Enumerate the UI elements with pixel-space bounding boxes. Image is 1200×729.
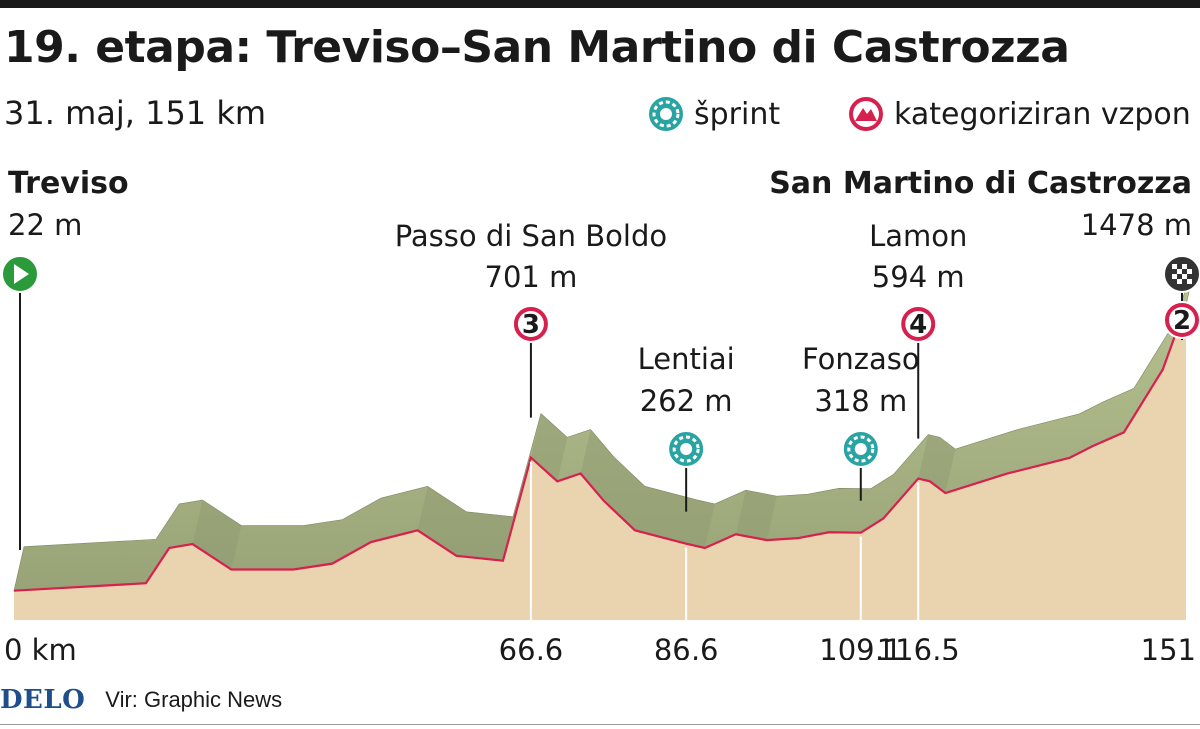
km-label: 116,5 bbox=[877, 633, 960, 660]
svg-text:4: 4 bbox=[909, 310, 927, 340]
profile-band-shade bbox=[686, 499, 715, 548]
climb-name: Lamon bbox=[869, 219, 967, 253]
km-label: 86,6 bbox=[654, 633, 719, 660]
legend-climb-label: kategoriziran vzpon bbox=[894, 96, 1191, 132]
footer: DELO Vir: Graphic News bbox=[0, 682, 282, 718]
profile-band-shade bbox=[192, 500, 242, 570]
km-label-start: 0 km bbox=[4, 633, 77, 660]
sprint-badge bbox=[667, 430, 706, 468]
profile-band-shade bbox=[929, 437, 956, 494]
climb-badge: 4 bbox=[899, 305, 938, 343]
finish-name: San Martino di Castrozza bbox=[769, 166, 1192, 201]
climb-badge: 3 bbox=[511, 305, 550, 343]
profile-band-shade bbox=[735, 490, 777, 541]
chart-subtitle: 31. maj, 151 km bbox=[4, 94, 267, 132]
source-credit: Vir: Graphic News bbox=[105, 687, 283, 712]
sprint-legend-icon bbox=[647, 95, 685, 133]
start-flag-icon bbox=[1, 255, 39, 293]
start-name: Treviso bbox=[8, 166, 129, 201]
km-label-finish: 151 bbox=[1141, 633, 1196, 660]
climb-elevation: 594 m bbox=[872, 260, 965, 294]
delo-logo: DELO bbox=[0, 685, 86, 715]
legend-sprint-label: šprint bbox=[694, 96, 781, 132]
profile-ground-area bbox=[14, 305, 1186, 620]
km-label: 66,6 bbox=[499, 633, 564, 660]
start-elevation: 22 m bbox=[8, 208, 82, 242]
sprint-name: Lentiai bbox=[638, 342, 735, 376]
top-rule bbox=[0, 0, 1200, 8]
profile-band-shade bbox=[634, 486, 697, 544]
finish-flag-icon bbox=[1163, 255, 1200, 293]
profile-band-shade bbox=[456, 511, 513, 561]
km-label: 109,1 bbox=[819, 633, 902, 660]
profile-band-shade bbox=[918, 434, 940, 482]
legend-climb: kategoriziran vzpon bbox=[846, 94, 1191, 134]
profile-band-shade bbox=[417, 486, 467, 556]
climb-elevation: 701 m bbox=[485, 260, 578, 294]
climb-name: Passo di San Boldo bbox=[395, 219, 667, 253]
svg-text:3: 3 bbox=[522, 310, 540, 340]
profile-band-shade bbox=[603, 456, 645, 531]
sprint-elevation: 318 m bbox=[814, 384, 907, 418]
sprint-elevation: 262 m bbox=[640, 384, 733, 418]
sprint-badge bbox=[841, 430, 880, 468]
sprint-name: Fonzaso bbox=[802, 342, 920, 376]
svg-text:2: 2 bbox=[1173, 306, 1191, 336]
chart-title: 19. etapa: Treviso–San Martino di Castro… bbox=[4, 22, 1070, 73]
profile-elevation-line bbox=[13, 304, 1188, 592]
bottom-rule bbox=[0, 724, 1200, 725]
climb-legend-icon bbox=[847, 95, 885, 133]
finish-elevation: 1478 m bbox=[1081, 208, 1192, 242]
finish-climb-badge: 2 bbox=[1163, 301, 1200, 339]
legend-sprint: šprint bbox=[646, 94, 780, 134]
stage-profile-chart: 2 3 4 Treviso 22 m San Martino di Castrozza 1… bbox=[1, 166, 1200, 660]
